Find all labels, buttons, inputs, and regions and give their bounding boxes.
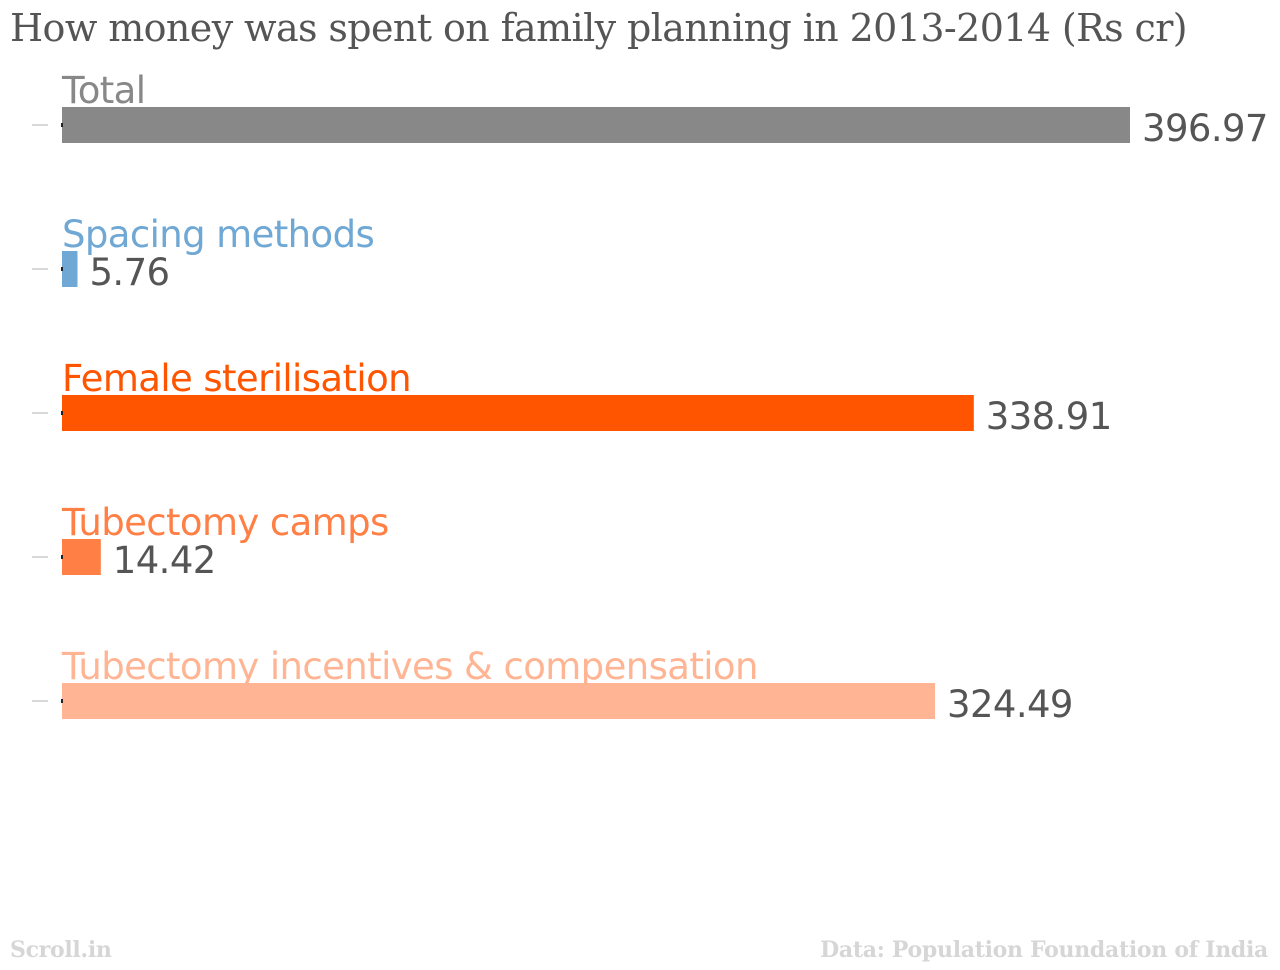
category-label: Spacing methods: [62, 213, 374, 256]
bar: [62, 251, 78, 287]
baseline-mark: [61, 699, 63, 703]
category-label: Female sterilisation: [62, 357, 411, 400]
bar: [62, 683, 936, 719]
chart-title: How money was spent on family planning i…: [10, 6, 1188, 50]
bar: [62, 107, 1130, 143]
footer-source: Data: Population Foundation of India: [820, 937, 1268, 963]
baseline-mark: [61, 555, 63, 559]
bar: [62, 395, 974, 431]
category-label: Total: [61, 69, 145, 112]
value-label: 5.76: [89, 251, 169, 294]
category-label: Tubectomy camps: [61, 501, 389, 544]
value-label: 14.42: [113, 539, 216, 582]
value-label: 396.97: [1142, 107, 1268, 150]
value-label: 324.49: [947, 683, 1073, 726]
bar: [62, 539, 101, 575]
value-label: 338.91: [986, 395, 1112, 438]
baseline-mark: [61, 123, 63, 127]
category-label: Tubectomy incentives & compensation: [61, 645, 758, 688]
footer-brand: Scroll.in: [10, 937, 112, 963]
baseline-mark: [61, 411, 63, 415]
baseline-mark: [61, 267, 63, 271]
